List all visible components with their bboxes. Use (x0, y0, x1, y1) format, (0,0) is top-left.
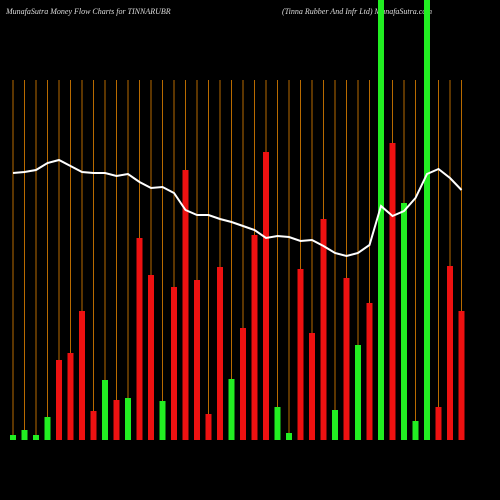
bar (67, 353, 74, 440)
bar (228, 379, 235, 440)
bar (194, 280, 200, 440)
bar (286, 433, 292, 440)
bar (251, 235, 258, 440)
bar (343, 278, 350, 440)
bar (366, 303, 373, 440)
bar (217, 267, 223, 440)
bar (309, 333, 315, 440)
bar (435, 407, 442, 440)
bar (274, 407, 281, 440)
bar (378, 0, 384, 440)
bar (297, 269, 304, 440)
bar (240, 328, 246, 440)
bar (389, 143, 396, 440)
bar (102, 380, 108, 440)
bar (44, 417, 51, 440)
bar (79, 311, 85, 440)
chart-subtitle: (Tinna Rubber And Infr Ltd) MunafaSutra.… (282, 7, 432, 16)
bar (148, 275, 154, 440)
money-flow-line (12, 158, 463, 258)
bar (182, 170, 189, 440)
bar (205, 414, 212, 440)
bar (412, 421, 419, 440)
bar (56, 360, 62, 440)
bar (447, 266, 453, 440)
bar (125, 398, 131, 440)
bar (113, 400, 120, 440)
bar (10, 435, 16, 440)
bar (355, 345, 361, 440)
bar (332, 410, 338, 440)
bar (458, 311, 465, 440)
bar (171, 287, 177, 440)
bar (136, 238, 143, 440)
bar (33, 435, 39, 440)
chart-title: MunafaSutra Money Flow Charts for TINNAR… (5, 7, 171, 16)
bar (401, 203, 407, 440)
bar (320, 219, 327, 440)
bar (21, 430, 28, 440)
bar (90, 411, 97, 440)
bar (424, 0, 430, 440)
bar (263, 152, 269, 440)
bar (159, 401, 166, 440)
